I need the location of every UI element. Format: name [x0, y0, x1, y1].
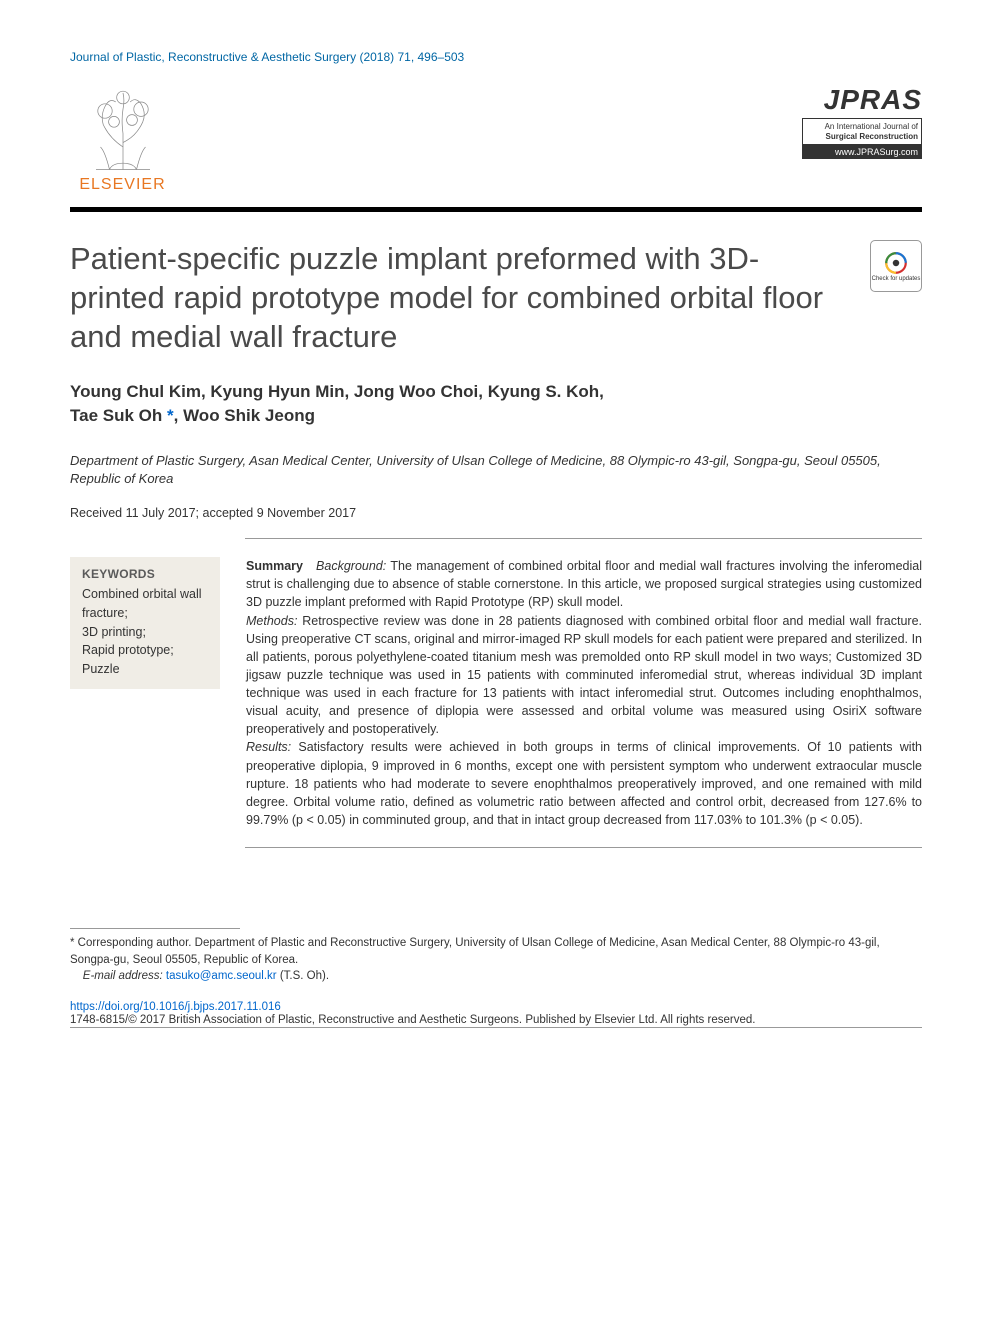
keywords-heading: KEYWORDS: [82, 567, 208, 581]
running-header: Journal of Plastic, Reconstructive & Aes…: [70, 50, 922, 64]
results-text: Satisfactory results were achieved in bo…: [246, 740, 922, 827]
copyright: 1748-6815/© 2017 British Association of …: [70, 1014, 922, 1026]
authors-line1: Young Chul Kim, Kyung Hyun Min, Jong Woo…: [70, 382, 604, 401]
check-updates-badge[interactable]: Check for updates: [870, 240, 922, 292]
bottom-rule: [70, 1027, 922, 1028]
footnote-rule: [70, 928, 240, 929]
keywords-list: Combined orbital wall fracture; 3D print…: [82, 585, 208, 679]
email-label: E-mail address:: [83, 970, 163, 982]
email-link[interactable]: tasuko@amc.seoul.kr: [166, 970, 277, 982]
doi-link[interactable]: https://doi.org/10.1016/j.bjps.2017.11.0…: [70, 1001, 922, 1013]
summary-column: Summary Background: The management of co…: [246, 557, 922, 829]
keywords-box: KEYWORDS Combined orbital wall fracture;…: [70, 557, 220, 689]
jpras-sub-line2: Surgical Reconstruction: [826, 132, 918, 141]
header-logos: ELSEVIER JPRAS An International Journal …: [70, 84, 922, 199]
title-row: Patient-specific puzzle implant preforme…: [70, 240, 922, 380]
abstract-block: KEYWORDS Combined orbital wall fracture;…: [70, 539, 922, 829]
jpras-sub-line1: An International Journal of: [825, 122, 918, 131]
jpras-logo[interactable]: JPRAS An International Journal of Surgic…: [802, 84, 922, 159]
check-updates-label: Check for updates: [872, 276, 921, 282]
background-label: Background:: [316, 559, 386, 573]
jpras-url: www.JPRASurg.com: [802, 145, 922, 159]
header-rule: [70, 207, 922, 212]
article-title: Patient-specific puzzle implant preforme…: [70, 240, 870, 356]
authors-line2a: Tae Suk Oh: [70, 406, 162, 425]
elsevier-tree-icon: [78, 84, 168, 174]
results-label: Results:: [246, 740, 291, 754]
methods-label: Methods:: [246, 614, 297, 628]
footnote-corr-text: * Corresponding author. Department of Pl…: [70, 937, 880, 966]
affiliation: Department of Plastic Surgery, Asan Medi…: [70, 452, 922, 488]
authors-line2b: , Woo Shik Jeong: [174, 406, 315, 425]
summary-head: Summary: [246, 559, 303, 573]
corresponding-footnote: * Corresponding author. Department of Pl…: [70, 935, 922, 968]
abstract-bottom-rule: [245, 847, 922, 848]
email-footnote: E-mail address: tasuko@amc.seoul.kr (T.S…: [70, 968, 922, 985]
jpras-acronym: JPRAS: [802, 84, 922, 116]
jpras-subtitle: An International Journal of Surgical Rec…: [802, 118, 922, 145]
corresponding-star[interactable]: *: [167, 406, 174, 425]
check-updates-icon: [883, 250, 909, 276]
article-dates: Received 11 July 2017; accepted 9 Novemb…: [70, 506, 922, 520]
elsevier-logo[interactable]: ELSEVIER: [70, 84, 175, 194]
email-suffix: (T.S. Oh).: [277, 970, 329, 982]
authors: Young Chul Kim, Kyung Hyun Min, Jong Woo…: [70, 380, 922, 428]
methods-text: Retrospective review was done in 28 pati…: [246, 614, 922, 737]
elsevier-text: ELSEVIER: [70, 176, 175, 194]
